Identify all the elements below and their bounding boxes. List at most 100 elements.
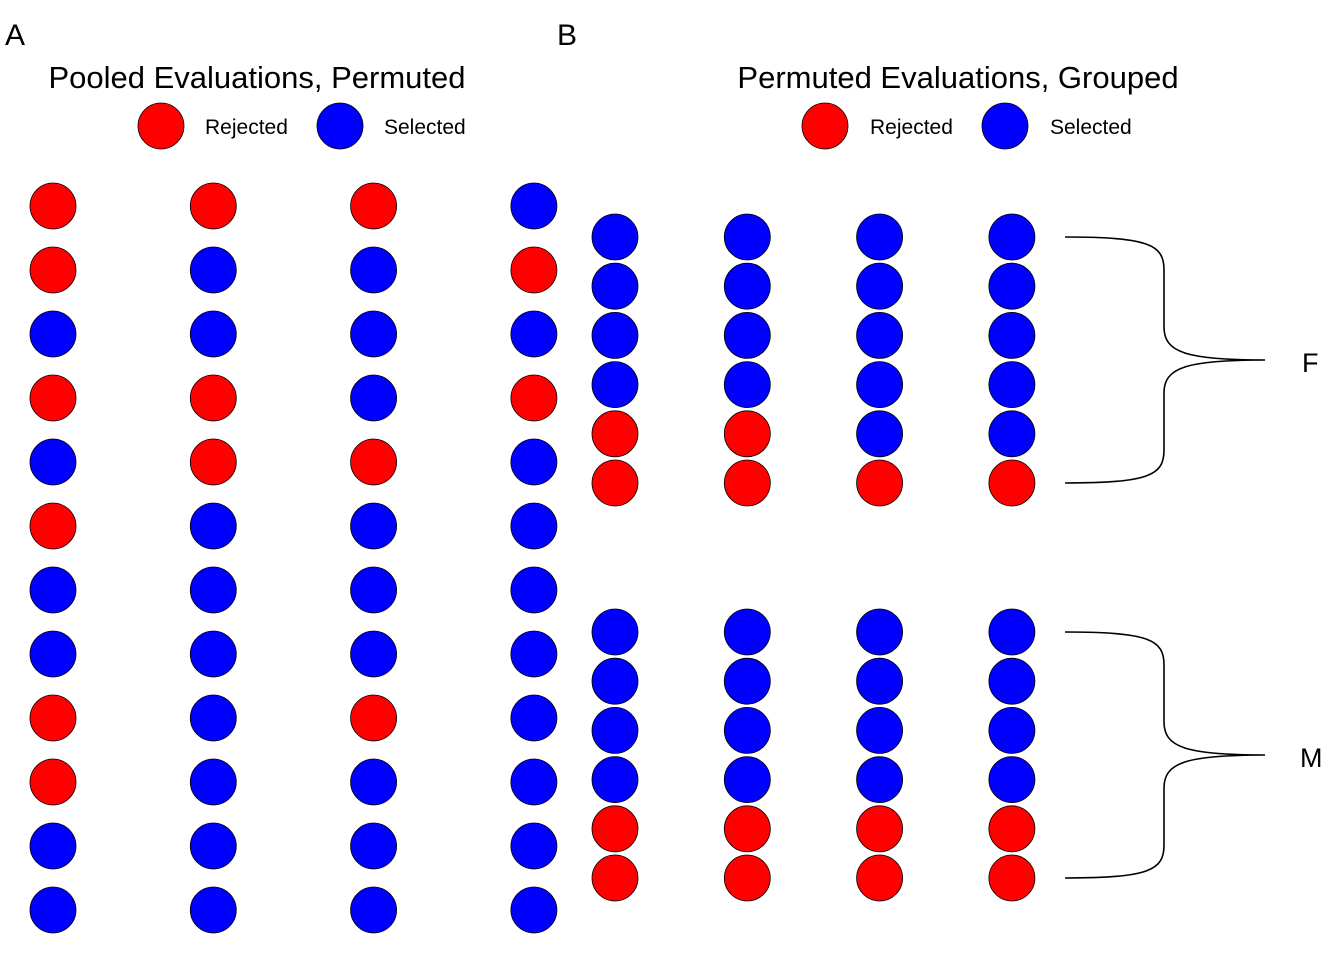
- panel-a-dot-selected: [189, 886, 237, 934]
- panel-a-dot-selected: [189, 630, 237, 678]
- panel-a-dot-selected: [189, 694, 237, 742]
- group-m-dot-selected: [988, 756, 1036, 803]
- panel-a-dot-selected: [350, 374, 398, 422]
- group-m-dot-selected: [723, 608, 771, 656]
- group-f-dot-selected: [988, 410, 1036, 458]
- group-m-dot-selected: [591, 657, 639, 705]
- panel-b-legend-selected-swatch: [981, 102, 1029, 150]
- panel-b-letter: B: [557, 19, 577, 52]
- panel-a-dot-grid: [29, 182, 558, 934]
- panel-a-dot-selected: [29, 310, 77, 358]
- group-m-dot-selected: [988, 707, 1036, 754]
- group-m-label: M: [1300, 743, 1323, 773]
- panel-a-dot-rejected: [29, 694, 77, 742]
- panel-a-legend: Rejected Selected: [137, 102, 466, 150]
- panel-a-title: Pooled Evaluations, Permuted: [48, 60, 465, 95]
- group-f-dot-selected: [856, 262, 903, 310]
- panel-b-title: Permuted Evaluations, Grouped: [737, 60, 1178, 95]
- group-m-dot-rejected: [723, 854, 771, 902]
- group-f-dot-selected: [988, 213, 1036, 261]
- panel-a-dot-selected: [29, 822, 77, 870]
- group-f-dot-selected: [988, 262, 1036, 310]
- group-f-dot-selected: [591, 361, 639, 409]
- panel-a-dot-selected: [350, 886, 398, 934]
- panel-a-dot-selected: [510, 886, 558, 934]
- panel-a-dot-selected: [29, 438, 77, 486]
- panel-a-dot-selected: [510, 310, 558, 358]
- panel-a-dot-selected: [510, 502, 558, 550]
- panel-a-dot-selected: [189, 310, 237, 358]
- panel-a-dot-selected: [29, 566, 77, 614]
- group-m-dot-selected: [723, 657, 771, 705]
- panel-a-letter: A: [5, 19, 25, 52]
- panel-a-dot-rejected: [189, 182, 237, 230]
- panel-b-legend: Rejected Selected: [801, 102, 1132, 150]
- panel-a-dot-selected: [350, 310, 398, 358]
- group-f-label: F: [1302, 348, 1319, 378]
- panel-a-dot-selected: [510, 438, 558, 486]
- group-m-dot-rejected: [988, 854, 1036, 902]
- panel-a-dot-rejected: [29, 374, 77, 422]
- group-f-dot-selected: [856, 213, 903, 261]
- panel-a-dot-rejected: [29, 246, 77, 294]
- panel-a-dot-selected: [189, 246, 237, 294]
- panel-a-dot-selected: [350, 502, 398, 550]
- group-f-dot-selected: [723, 213, 771, 261]
- group-f-dot-rejected: [591, 459, 639, 507]
- panel-a-dot-selected: [350, 630, 398, 678]
- panel-a-legend-rejected-swatch: [137, 102, 185, 150]
- group-m-dot-selected: [988, 608, 1036, 656]
- panel-a-dot-selected: [510, 182, 558, 230]
- group-f-dot-rejected: [723, 410, 771, 458]
- panel-a-dot-selected: [29, 886, 77, 934]
- panel-a-dot-selected: [350, 758, 398, 806]
- panel-a-dot-rejected: [350, 694, 398, 742]
- panel-a-dot-selected: [510, 758, 558, 806]
- group-f-dot-selected: [723, 361, 771, 409]
- panel-a-dot-rejected: [350, 438, 398, 486]
- panel-a-dot-selected: [350, 566, 398, 614]
- panel-a-dot-selected: [510, 822, 558, 870]
- group-f-dot-selected: [856, 361, 903, 409]
- group-m-dot-rejected: [723, 805, 771, 853]
- panel-a-dot-selected: [189, 566, 237, 614]
- group-f-dot-rejected: [591, 410, 639, 458]
- group-f-dot-rejected: [856, 459, 903, 507]
- group-m-dot-rejected: [988, 805, 1036, 853]
- group-m-dot-rejected: [856, 854, 903, 902]
- panel-a-dot-rejected: [189, 438, 237, 486]
- group-m-dot-selected: [856, 756, 903, 803]
- group-f-dot-selected: [988, 311, 1036, 359]
- group-m-dot-selected: [723, 756, 771, 803]
- panel-a-dot-rejected: [350, 182, 398, 230]
- panel-a-dot-selected: [29, 630, 77, 678]
- panel-b-legend-selected-label: Selected: [1050, 116, 1132, 139]
- group-f-dot-selected: [591, 311, 639, 359]
- panel-a-dot-selected: [350, 246, 398, 294]
- panel-a-dot-rejected: [510, 246, 558, 294]
- panel-a-dot-rejected: [29, 758, 77, 806]
- panel-a-dot-selected: [189, 822, 237, 870]
- panel-a-dot-selected: [510, 566, 558, 614]
- group-m-dot-selected: [988, 657, 1036, 705]
- group-m-dot-selected: [591, 608, 639, 656]
- panel-a-dot-rejected: [29, 182, 77, 230]
- group-f-dot-selected: [723, 262, 771, 310]
- panel-a-dot-rejected: [189, 374, 237, 422]
- panel-a-dot-rejected: [510, 374, 558, 422]
- group-m-dot-selected: [856, 657, 903, 705]
- panel-a-dot-selected: [189, 758, 237, 806]
- group-m-dot-grid: [591, 608, 1036, 902]
- group-f-dot-selected: [723, 311, 771, 359]
- panel-a-legend-selected-label: Selected: [384, 116, 466, 139]
- panel-a-dot-selected: [189, 502, 237, 550]
- group-m-dot-selected: [723, 707, 771, 754]
- panel-a-legend-selected-swatch: [316, 102, 364, 150]
- panel-b-legend-rejected-swatch: [801, 102, 849, 150]
- group-m-dot-rejected: [856, 805, 903, 853]
- group-f-dot-selected: [591, 213, 639, 261]
- group-f-brace: [1064, 236, 1266, 484]
- group-m-dot-selected: [856, 608, 903, 656]
- group-m-dot-selected: [591, 707, 639, 754]
